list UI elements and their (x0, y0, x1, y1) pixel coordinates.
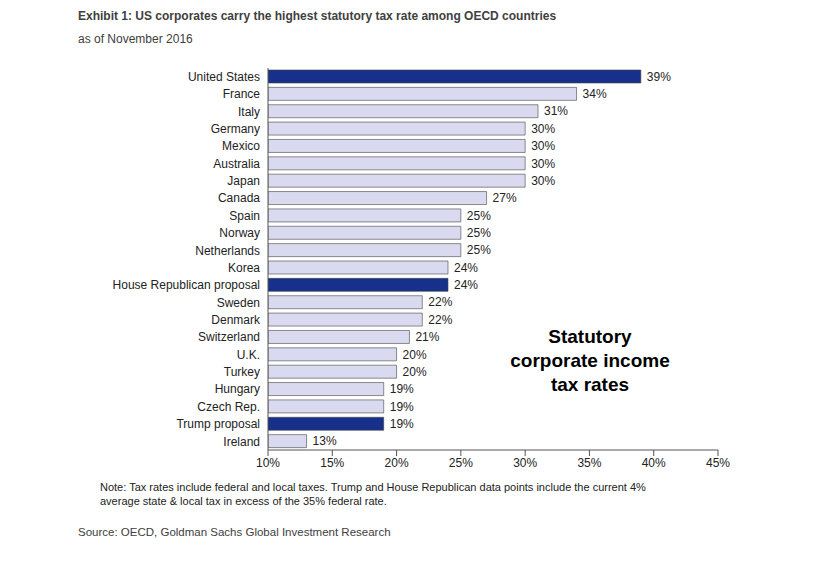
svg-text:United States: United States (188, 70, 260, 84)
svg-text:45%: 45% (706, 456, 730, 470)
svg-text:Norway: Norway (219, 226, 260, 240)
svg-text:19%: 19% (390, 417, 414, 431)
html-text:as of November 2016: as of November 2016 (78, 32, 193, 46)
svg-text:19%: 19% (390, 382, 414, 396)
svg-text:27%: 27% (493, 191, 517, 205)
svg-text:25%: 25% (467, 209, 491, 223)
svg-text:Hungary: Hungary (215, 382, 260, 396)
svg-text:25%: 25% (467, 226, 491, 240)
svg-text:20%: 20% (403, 348, 427, 362)
svg-text:France: France (223, 87, 261, 101)
svg-text:25%: 25% (467, 243, 491, 257)
html-text:average state & local tax in e: average state & local tax in excess of t… (100, 495, 387, 507)
svg-text:Denmark: Denmark (211, 313, 261, 327)
svg-text:Australia: Australia (213, 157, 260, 171)
svg-text:Japan: Japan (227, 174, 260, 188)
svg-text:30%: 30% (531, 174, 555, 188)
html-text:tax rates: tax rates (550, 374, 630, 395)
svg-text:Sweden: Sweden (217, 296, 260, 310)
svg-text:Turkey: Turkey (224, 365, 260, 379)
svg-text:30%: 30% (513, 456, 537, 470)
svg-text:30%: 30% (531, 139, 555, 153)
svg-text:Mexico: Mexico (222, 139, 260, 153)
html-text:Source: OECD, Goldman Sachs Gl: Source: OECD, Goldman Sachs Global Inves… (78, 526, 391, 538)
svg-text:40%: 40% (642, 456, 666, 470)
svg-text:19%: 19% (390, 400, 414, 414)
svg-text:Korea: Korea (228, 261, 260, 275)
svg-text:24%: 24% (454, 278, 478, 292)
svg-text:10%: 10% (256, 456, 280, 470)
svg-text:Italy: Italy (238, 105, 260, 119)
svg-text:Spain: Spain (229, 209, 260, 223)
svg-text:Trump proposal: Trump proposal (176, 417, 260, 431)
svg-text:31%: 31% (544, 104, 568, 118)
svg-text:House Republican proposal: House Republican proposal (113, 278, 260, 292)
svg-text:35%: 35% (577, 456, 601, 470)
svg-text:30%: 30% (531, 157, 555, 171)
svg-text:Czech Rep.: Czech Rep. (197, 400, 260, 414)
svg-text:Switzerland: Switzerland (198, 330, 260, 344)
svg-text:Ireland: Ireland (223, 435, 260, 449)
svg-text:Canada: Canada (218, 191, 260, 205)
html-text:Exhibit 1: US corporates carry: Exhibit 1: US corporates carry the highe… (78, 9, 557, 23)
svg-text:Germany: Germany (211, 122, 260, 136)
svg-text:22%: 22% (428, 295, 452, 309)
svg-text:39%: 39% (647, 70, 671, 84)
svg-text:U.K.: U.K. (237, 348, 260, 362)
svg-text:20%: 20% (403, 365, 427, 379)
svg-text:25%: 25% (449, 456, 473, 470)
svg-text:30%: 30% (531, 122, 555, 136)
svg-text:22%: 22% (428, 313, 452, 327)
svg-text:24%: 24% (454, 261, 478, 275)
html-text:corporate income: corporate income (510, 350, 670, 371)
svg-text:34%: 34% (583, 87, 607, 101)
html-text:Statutory: Statutory (548, 326, 632, 347)
svg-text:15%: 15% (320, 456, 344, 470)
html-text:Note: Tax rates include federa: Note: Tax rates include federal and loca… (100, 481, 646, 493)
svg-text:20%: 20% (385, 456, 409, 470)
svg-text:21%: 21% (415, 330, 439, 344)
svg-text:13%: 13% (313, 434, 337, 448)
svg-text:Netherlands: Netherlands (195, 244, 260, 258)
